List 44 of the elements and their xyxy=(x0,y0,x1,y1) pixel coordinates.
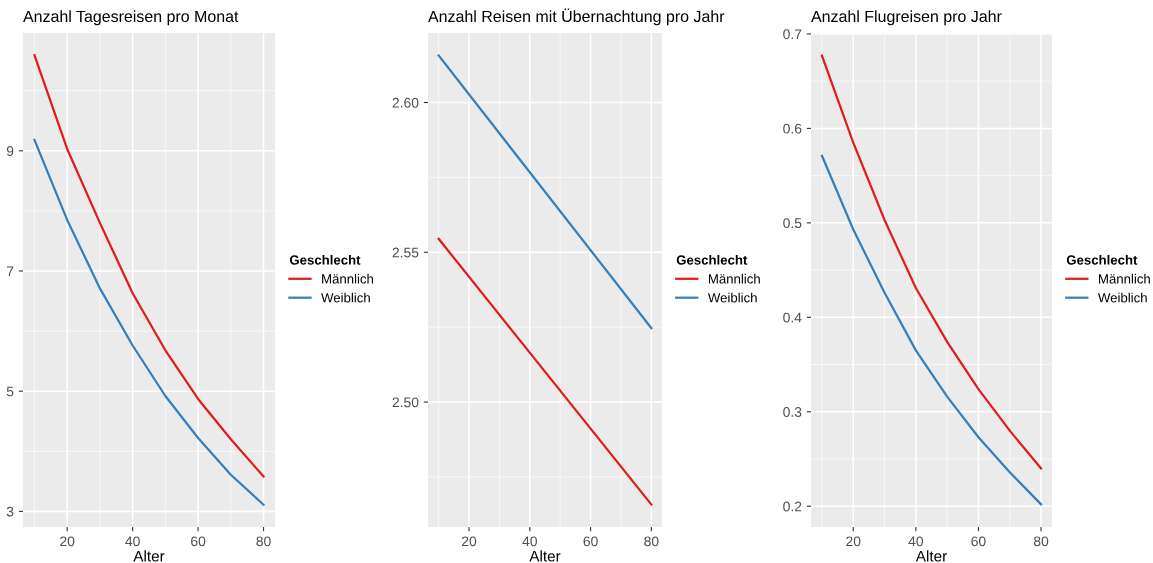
legend-title: Geschlecht xyxy=(676,254,748,265)
legend-label: Weiblich xyxy=(321,292,370,303)
y-tick-label: 0.5 xyxy=(783,218,802,229)
legend-title: Geschlecht xyxy=(289,254,361,265)
x-tick-label: 20 xyxy=(846,536,861,547)
chart-title: Anzahl Tagesreisen pro Monat xyxy=(23,10,239,26)
legend-title: Geschlecht xyxy=(1066,254,1138,265)
y-tick-label: 2.55 xyxy=(392,247,419,258)
chart-title: Anzahl Reisen mit Übernachtung pro Jahr xyxy=(428,8,725,26)
y-tick-label: 0.7 xyxy=(783,29,802,40)
legend-label: Männlich xyxy=(322,273,374,284)
line-series xyxy=(820,154,1043,506)
x-tick-label: 20 xyxy=(60,536,75,547)
line-series xyxy=(820,54,1043,470)
x-tick-label: 40 xyxy=(125,536,140,547)
x-tick-label: 80 xyxy=(256,536,271,547)
line-series xyxy=(33,54,265,478)
x-tick-label: 60 xyxy=(971,536,986,547)
x-tick-label: 60 xyxy=(583,536,598,547)
x-axis-title: Alter xyxy=(133,550,165,562)
y-tick-label: 2.60 xyxy=(392,97,419,108)
legend-label: Männlich xyxy=(1099,273,1150,284)
x-axis-title: Alter xyxy=(915,550,947,562)
legend-label: Männlich xyxy=(708,273,760,284)
x-axis-title: Alter xyxy=(529,550,561,562)
y-tick-label: 5 xyxy=(6,386,14,397)
x-tick-label: 40 xyxy=(908,536,924,547)
y-tick-label: 2.50 xyxy=(392,397,419,408)
line-series xyxy=(33,138,265,506)
y-tick-label: 3 xyxy=(6,506,14,517)
legend-label: Weiblich xyxy=(1098,292,1147,303)
legend-label: Weiblich xyxy=(707,292,757,303)
x-tick-label: 20 xyxy=(462,536,477,547)
y-tick-label: 0.2 xyxy=(783,501,802,512)
x-tick-label: 80 xyxy=(644,536,659,547)
chart-title: Anzahl Flugreisen pro Jahr xyxy=(811,10,1002,26)
x-tick-label: 80 xyxy=(1033,536,1049,547)
y-tick-label: 9 xyxy=(6,146,14,156)
y-tick-label: 0.6 xyxy=(783,123,802,134)
x-tick-label: 40 xyxy=(522,536,537,547)
y-tick-label: 0.4 xyxy=(783,312,802,323)
y-tick-label: 0.3 xyxy=(783,407,802,417)
y-tick-label: 7 xyxy=(6,266,14,277)
x-tick-label: 60 xyxy=(191,536,206,547)
